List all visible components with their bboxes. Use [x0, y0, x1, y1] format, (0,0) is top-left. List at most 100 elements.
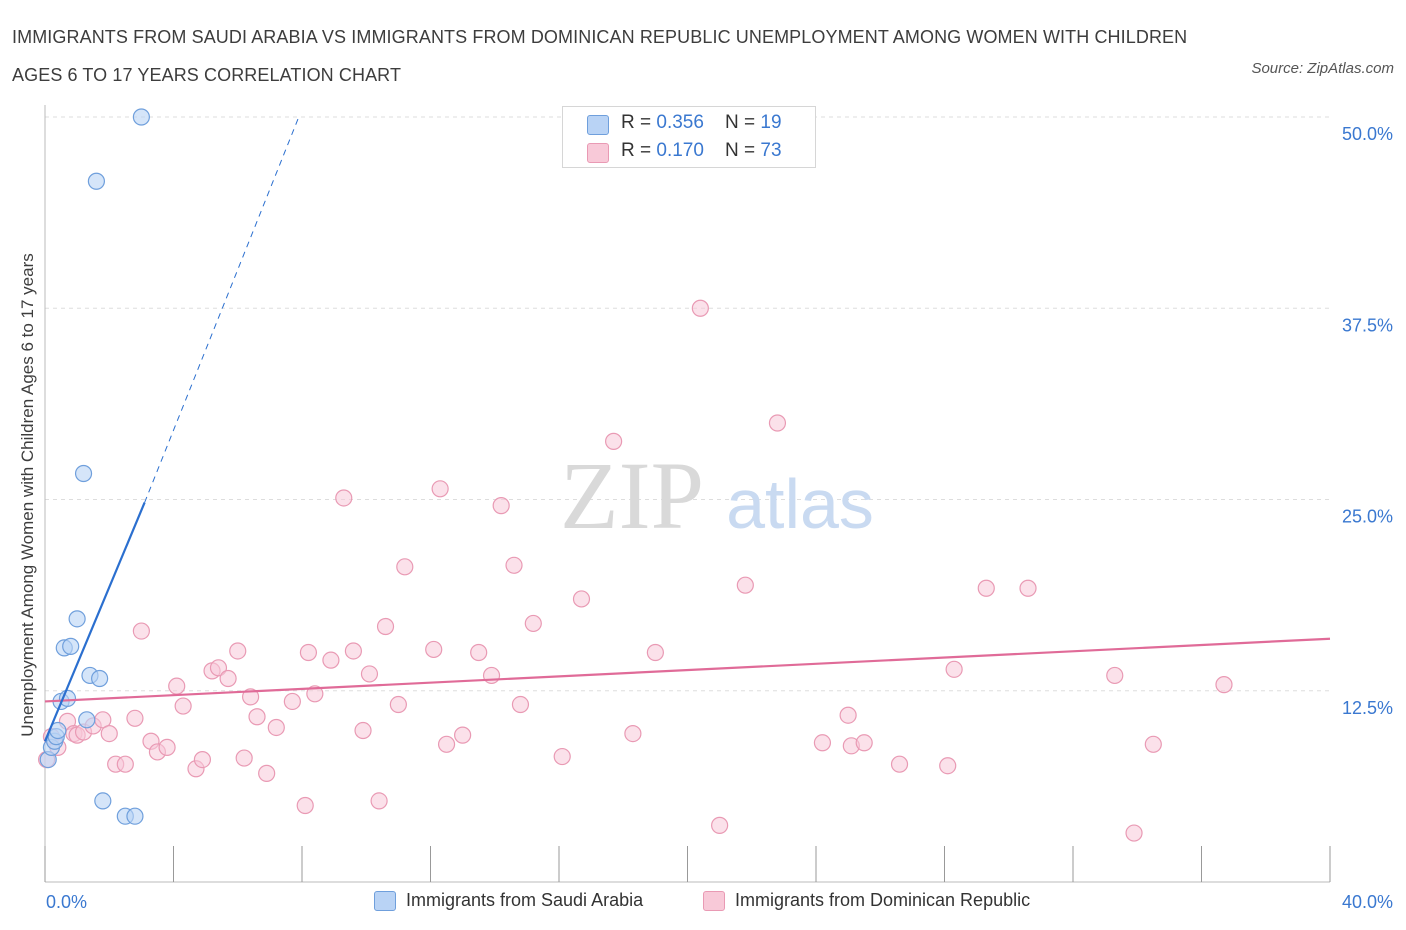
dominican-point	[296, 796, 314, 815]
dominican-point	[235, 749, 253, 767]
dominican-point	[768, 414, 787, 432]
y-tick-label: 12.5%	[1342, 698, 1393, 718]
saudi-point	[91, 669, 109, 688]
saudi-trend-extension	[144, 116, 300, 503]
bottom-legend-swatch-dominican	[703, 891, 725, 911]
dominican-point	[267, 718, 285, 737]
dominican-point	[209, 659, 228, 677]
dominican-point	[132, 622, 150, 640]
dominican-point	[299, 643, 318, 662]
dominican-point	[354, 721, 372, 740]
dominican-point	[572, 590, 591, 608]
dominican-point	[470, 643, 488, 662]
dominican-point	[174, 697, 192, 715]
legend-swatch-saudi	[587, 115, 609, 135]
saudi-point	[68, 610, 86, 628]
dominican-point	[425, 640, 443, 659]
dominican-point	[322, 651, 340, 669]
dominican-point	[158, 738, 176, 756]
dominican-point	[736, 576, 754, 594]
dominican-point	[691, 299, 709, 317]
legend-n-value-saudi: 19	[760, 112, 782, 133]
dominican-point	[126, 709, 144, 727]
dominican-point	[1125, 824, 1143, 842]
saudi-trend-line	[43, 502, 146, 742]
dominican-point	[945, 660, 963, 678]
dominican-point	[1215, 676, 1233, 694]
dominican-point	[553, 747, 571, 766]
y-tick-label: 25.0%	[1342, 507, 1393, 527]
dominican-point	[360, 665, 379, 683]
legend-text-saudi: R = 0.356 N = 19	[621, 112, 782, 134]
dominican-point	[711, 816, 729, 834]
dominican-point	[306, 685, 324, 703]
dominican-point	[1106, 666, 1124, 685]
dominican-point	[248, 708, 266, 726]
y-tick-label: 37.5%	[1342, 315, 1393, 335]
dominican-point	[855, 734, 873, 752]
saudi-points	[39, 108, 150, 825]
trend-layer	[43, 116, 1331, 742]
y-axis-title: Unemployment Among Women with Children A…	[18, 253, 37, 737]
bottom-legend-label-saudi: Immigrants from Saudi Arabia	[406, 890, 644, 910]
dominican-point	[492, 497, 510, 515]
dominican-point	[283, 692, 301, 711]
bottom-legend-swatch-saudi	[374, 891, 396, 911]
dominican-point	[258, 764, 276, 782]
x-tick-label-min: 0.0%	[46, 892, 87, 912]
dominican-point	[624, 724, 642, 743]
legend-text-dominican: R = 0.170 N = 73	[621, 140, 782, 162]
watermark-zip: ZIP	[560, 442, 704, 549]
dominican-point	[482, 666, 501, 685]
legend-r-label: R =	[621, 140, 657, 161]
dominican-points	[38, 299, 1233, 842]
dominican-point	[376, 617, 395, 636]
dominican-point	[219, 669, 237, 688]
dominican-point	[370, 792, 388, 810]
saudi-point	[87, 172, 106, 190]
legend-n-value-dominican: 73	[760, 140, 782, 161]
dominican-point	[813, 734, 832, 752]
legend-r-value-saudi: 0.356	[656, 112, 704, 133]
correlation-legend: R = 0.356 N = 19 R = 0.170 N = 73	[562, 106, 816, 168]
dominican-point	[229, 642, 247, 660]
legend-r-value-dominican: 0.170	[656, 140, 704, 161]
dominican-point	[454, 726, 472, 744]
dominican-point	[605, 432, 623, 450]
dominican-point	[431, 480, 449, 498]
dominican-point	[890, 755, 909, 773]
saudi-point	[74, 464, 93, 483]
legend-n-label: N =	[725, 112, 761, 133]
dominican-point	[437, 735, 456, 753]
source-label: Source: ZipAtlas.com	[1251, 60, 1394, 77]
dominican-point	[524, 614, 542, 633]
dominican-point	[1144, 735, 1162, 753]
tick-labels: 12.5% 25.0% 37.5% 50.0% 0.0% 40.0%	[46, 124, 1393, 912]
watermark: ZIP atlas	[560, 442, 874, 549]
watermark-atlas: atlas	[726, 465, 874, 543]
y-tick-label: 50.0%	[1342, 124, 1393, 144]
dominican-point	[168, 677, 186, 695]
dominican-point	[344, 642, 362, 660]
dominican-point	[939, 757, 957, 775]
x-tick-label-max: 40.0%	[1342, 892, 1393, 912]
legend-r-label: R =	[621, 112, 657, 133]
dominican-point	[242, 688, 260, 706]
bottom-legend-label-dominican: Immigrants from Dominican Republic	[735, 890, 1031, 910]
saudi-point	[62, 637, 80, 655]
dominican-point	[646, 643, 664, 662]
chart-title: IMMIGRANTS FROM SAUDI ARABIA VS IMMIGRAN…	[12, 27, 1188, 85]
saudi-point	[132, 108, 150, 126]
dominican-trend-line	[44, 637, 1331, 703]
dominican-point	[389, 695, 407, 714]
dominican-point	[193, 750, 212, 769]
saudi-point	[78, 711, 96, 729]
dominican-point	[505, 556, 523, 574]
dominican-point	[511, 695, 530, 714]
dominican-point	[335, 489, 353, 507]
dominican-point	[839, 706, 857, 724]
dominican-point	[116, 755, 134, 773]
dominican-point	[1019, 579, 1037, 597]
legend-swatch-dominican	[587, 143, 609, 163]
